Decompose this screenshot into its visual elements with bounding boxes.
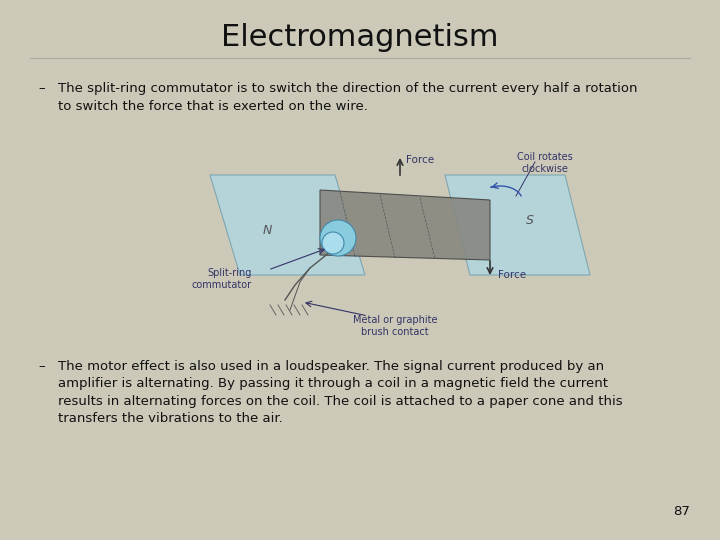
Text: 87: 87	[673, 505, 690, 518]
Text: Force: Force	[498, 270, 526, 280]
Polygon shape	[320, 190, 490, 260]
Text: Force: Force	[406, 155, 434, 165]
Text: Metal or graphite
brush contact: Metal or graphite brush contact	[353, 315, 437, 338]
Circle shape	[320, 220, 356, 256]
Text: N: N	[262, 224, 271, 237]
Polygon shape	[210, 175, 365, 275]
Text: –: –	[38, 360, 45, 373]
Text: The split-ring commutator is to switch the direction of the current every half a: The split-ring commutator is to switch t…	[58, 82, 637, 112]
Text: Coil rotates
clockwise: Coil rotates clockwise	[517, 152, 573, 174]
Circle shape	[322, 232, 344, 254]
Text: S: S	[526, 213, 534, 226]
Text: Electromagnetism: Electromagnetism	[221, 24, 499, 52]
Polygon shape	[445, 175, 590, 275]
Text: –: –	[38, 82, 45, 95]
Text: Split-ring
commutator: Split-ring commutator	[192, 268, 252, 291]
Text: The motor effect is also used in a loudspeaker. The signal current produced by a: The motor effect is also used in a louds…	[58, 360, 623, 426]
